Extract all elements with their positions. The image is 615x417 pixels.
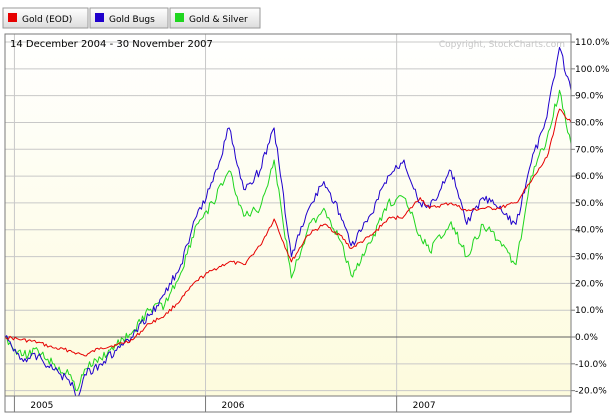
legend-tab-gold-silver[interactable]: Gold & Silver: [169, 7, 261, 29]
y-tick-label: 10.0%: [575, 306, 604, 316]
legend: Gold (EOD) Gold Bugs Gold & Silver: [2, 7, 261, 29]
y-tick-label: 0.0%: [575, 333, 598, 343]
y-tick-label: 70.0%: [575, 145, 604, 155]
legend-tab-gold-bugs[interactable]: Gold Bugs: [89, 7, 169, 29]
legend-label-gold-silver: Gold & Silver: [189, 15, 248, 25]
x-axis: 2005 2006 2007: [13, 396, 436, 412]
series-line-gold-eod: [4, 108, 572, 357]
legend-tab-gold-eod[interactable]: Gold (EOD): [2, 7, 89, 29]
legend-swatch-gold-silver: [175, 13, 184, 22]
series-line-gold-bugs: [4, 46, 572, 397]
x-axis-strip: [4, 395, 572, 413]
y-tick-label: 110.0%: [575, 38, 610, 48]
series-layer: [4, 46, 572, 397]
y-tick-label: -20.0%: [575, 387, 607, 397]
legend-swatch-gold-bugs: [95, 13, 104, 22]
copyright: Copyright, StockCharts.com: [439, 40, 565, 50]
y-tick-label: 100.0%: [575, 65, 610, 75]
x-tick-label: 2006: [222, 401, 245, 411]
y-tick-label: 60.0%: [575, 172, 604, 182]
y-tick-label: -10.0%: [575, 360, 607, 370]
y-tick-label: 20.0%: [575, 279, 604, 289]
y-tick-label: 90.0%: [575, 92, 604, 102]
x-tick-label: 2007: [413, 401, 436, 411]
plot-background: [5, 34, 571, 396]
date-range: 14 December 2004 - 30 November 2007: [10, 39, 213, 50]
x-tick-label: 2005: [30, 401, 53, 411]
legend-swatch-gold-eod: [8, 13, 17, 22]
y-tick-label: 30.0%: [575, 253, 604, 263]
series-line-gold-silver: [4, 89, 572, 392]
legend-label-gold-bugs: Gold Bugs: [109, 15, 155, 25]
y-axis: -20.0% -10.0% 0.0% 10.0% 20.0% 30.0% 40.0% 50.0…: [571, 38, 610, 397]
y-tick-label: 80.0%: [575, 118, 604, 128]
legend-label-gold-eod: Gold (EOD): [22, 15, 72, 25]
y-tick-label: 50.0%: [575, 199, 604, 209]
y-tick-label: 40.0%: [575, 226, 604, 236]
